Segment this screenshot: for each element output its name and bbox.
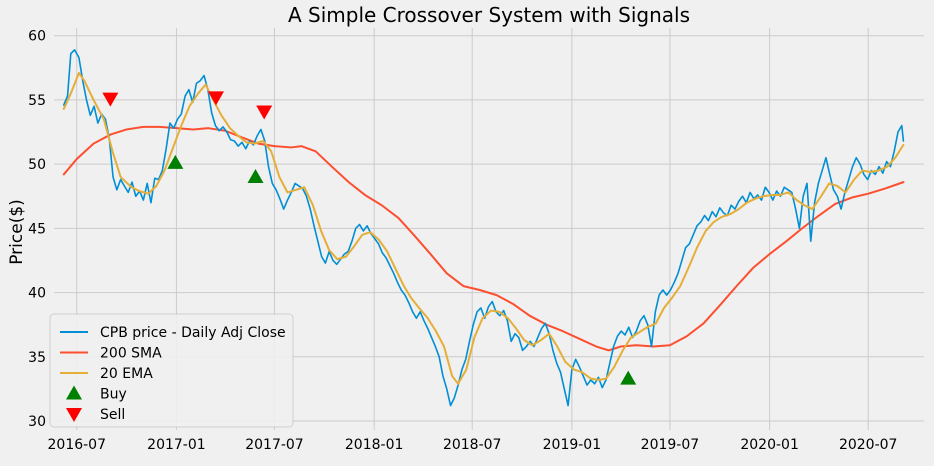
legend-label-sma: 200 SMA (100, 346, 162, 362)
buy-signal-marker (247, 168, 264, 183)
y-tick-label: 45 (28, 221, 46, 237)
x-tick-label: 2017-07 (245, 437, 304, 453)
x-tick-label: 2019-01 (543, 437, 602, 453)
x-tick-label: 2018-01 (345, 437, 404, 453)
x-tick-label: 2020-01 (740, 437, 799, 453)
x-tick-label: 2019-07 (641, 437, 700, 453)
x-tick-label: 2017-01 (147, 437, 206, 453)
legend-swatch-buy (66, 385, 82, 400)
legend-label-price: CPB price - Daily Adj Close (100, 325, 286, 341)
buy-signal-marker (167, 154, 184, 169)
sell-signal-marker (256, 105, 273, 120)
y-tick-label: 35 (28, 350, 46, 366)
axis-ticks: 2016-07 2017-01 2017-07 2018-01 2018-07 2019-… (28, 29, 897, 453)
legend-label-buy: Buy (100, 387, 127, 403)
legend-label-ema: 20 EMA (100, 366, 153, 382)
y-tick-label: 50 (28, 157, 46, 173)
sma-series-line (62, 125, 905, 352)
x-tick-label: 2016-07 (48, 437, 107, 453)
y-axis-label: Price($) (7, 199, 27, 265)
x-tick-label: 2018-07 (443, 437, 502, 453)
x-tick-label: 2020-07 (839, 437, 898, 453)
legend-frame (49, 313, 294, 428)
legend-swatch-sell (66, 408, 82, 422)
y-tick-label: 40 (28, 286, 46, 302)
buy-signal-marker (620, 370, 637, 385)
legend: CPB price - Daily Adj Close 200 SMA 20 EMA… (49, 313, 294, 428)
grid (54, 28, 924, 430)
chart-title: A Simple Crossover System with Signals (288, 3, 690, 27)
legend-label-sell: Sell (100, 407, 125, 423)
plot-area (62, 49, 905, 407)
ema-series-line (62, 71, 905, 385)
sell-signal-marker (207, 91, 224, 106)
sell-signal-marker (102, 92, 119, 107)
y-tick-label: 55 (28, 93, 46, 109)
price-series-line (62, 49, 905, 407)
y-tick-label: 30 (28, 414, 46, 430)
y-tick-label: 60 (28, 29, 46, 45)
